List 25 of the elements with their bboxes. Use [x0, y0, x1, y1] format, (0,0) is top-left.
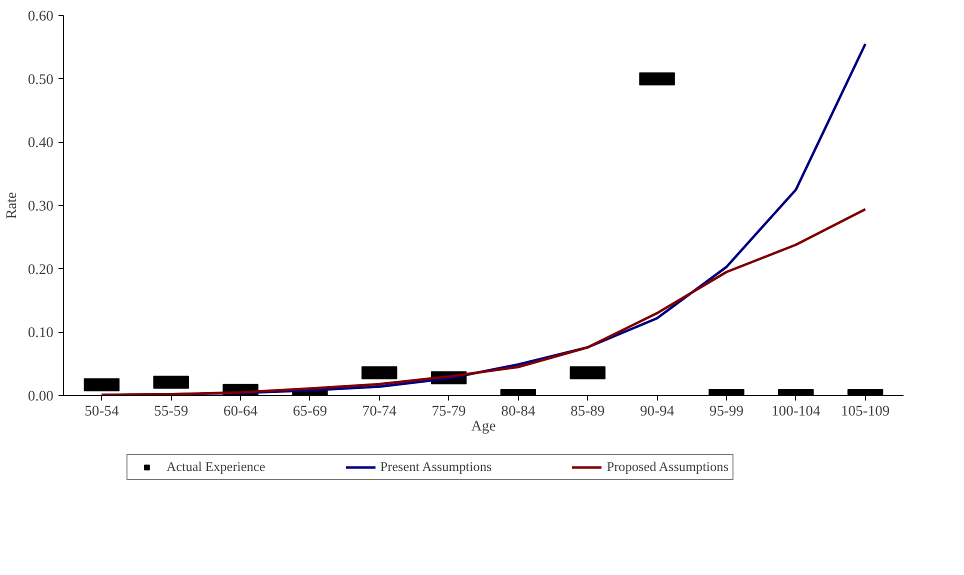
x-tick-label: 65-69	[292, 404, 328, 420]
line-series	[100, 208, 867, 396]
x-tick-label: 90-94	[640, 404, 675, 420]
y-axis-title: Rate	[4, 192, 20, 219]
y-tick-label: 0.50	[28, 72, 54, 88]
x-tick-label: 55-59	[154, 404, 188, 420]
x-tick-label: 60-64	[223, 404, 258, 420]
legend-label: Proposed Assumptions	[606, 459, 729, 475]
y-tick-label: 0.60	[28, 8, 54, 24]
y-tick-label: 0.20	[28, 262, 54, 278]
x-tick-label: 50-54	[84, 404, 120, 420]
x-tick-label: 80-84	[501, 404, 536, 420]
y-tick-label: 0.00	[28, 388, 54, 404]
x-tick-label: 85-89	[570, 404, 605, 420]
y-tick-label: 0.30	[28, 198, 54, 214]
x-tick-label: 75-79	[432, 404, 466, 420]
legend-label: Present Assumptions	[380, 459, 492, 475]
x-tick-label: 95-99	[709, 404, 744, 420]
x-tick-label: 100-104	[771, 404, 821, 420]
x-tick-label: 70-74	[362, 404, 398, 420]
y-tick-label: 0.40	[28, 135, 54, 152]
y-tick-label: 0.10	[28, 325, 54, 342]
x-axis-title: Age	[471, 418, 496, 434]
legend-label: Actual Experience	[166, 459, 266, 475]
x-tick-label: 105-109	[840, 404, 890, 420]
